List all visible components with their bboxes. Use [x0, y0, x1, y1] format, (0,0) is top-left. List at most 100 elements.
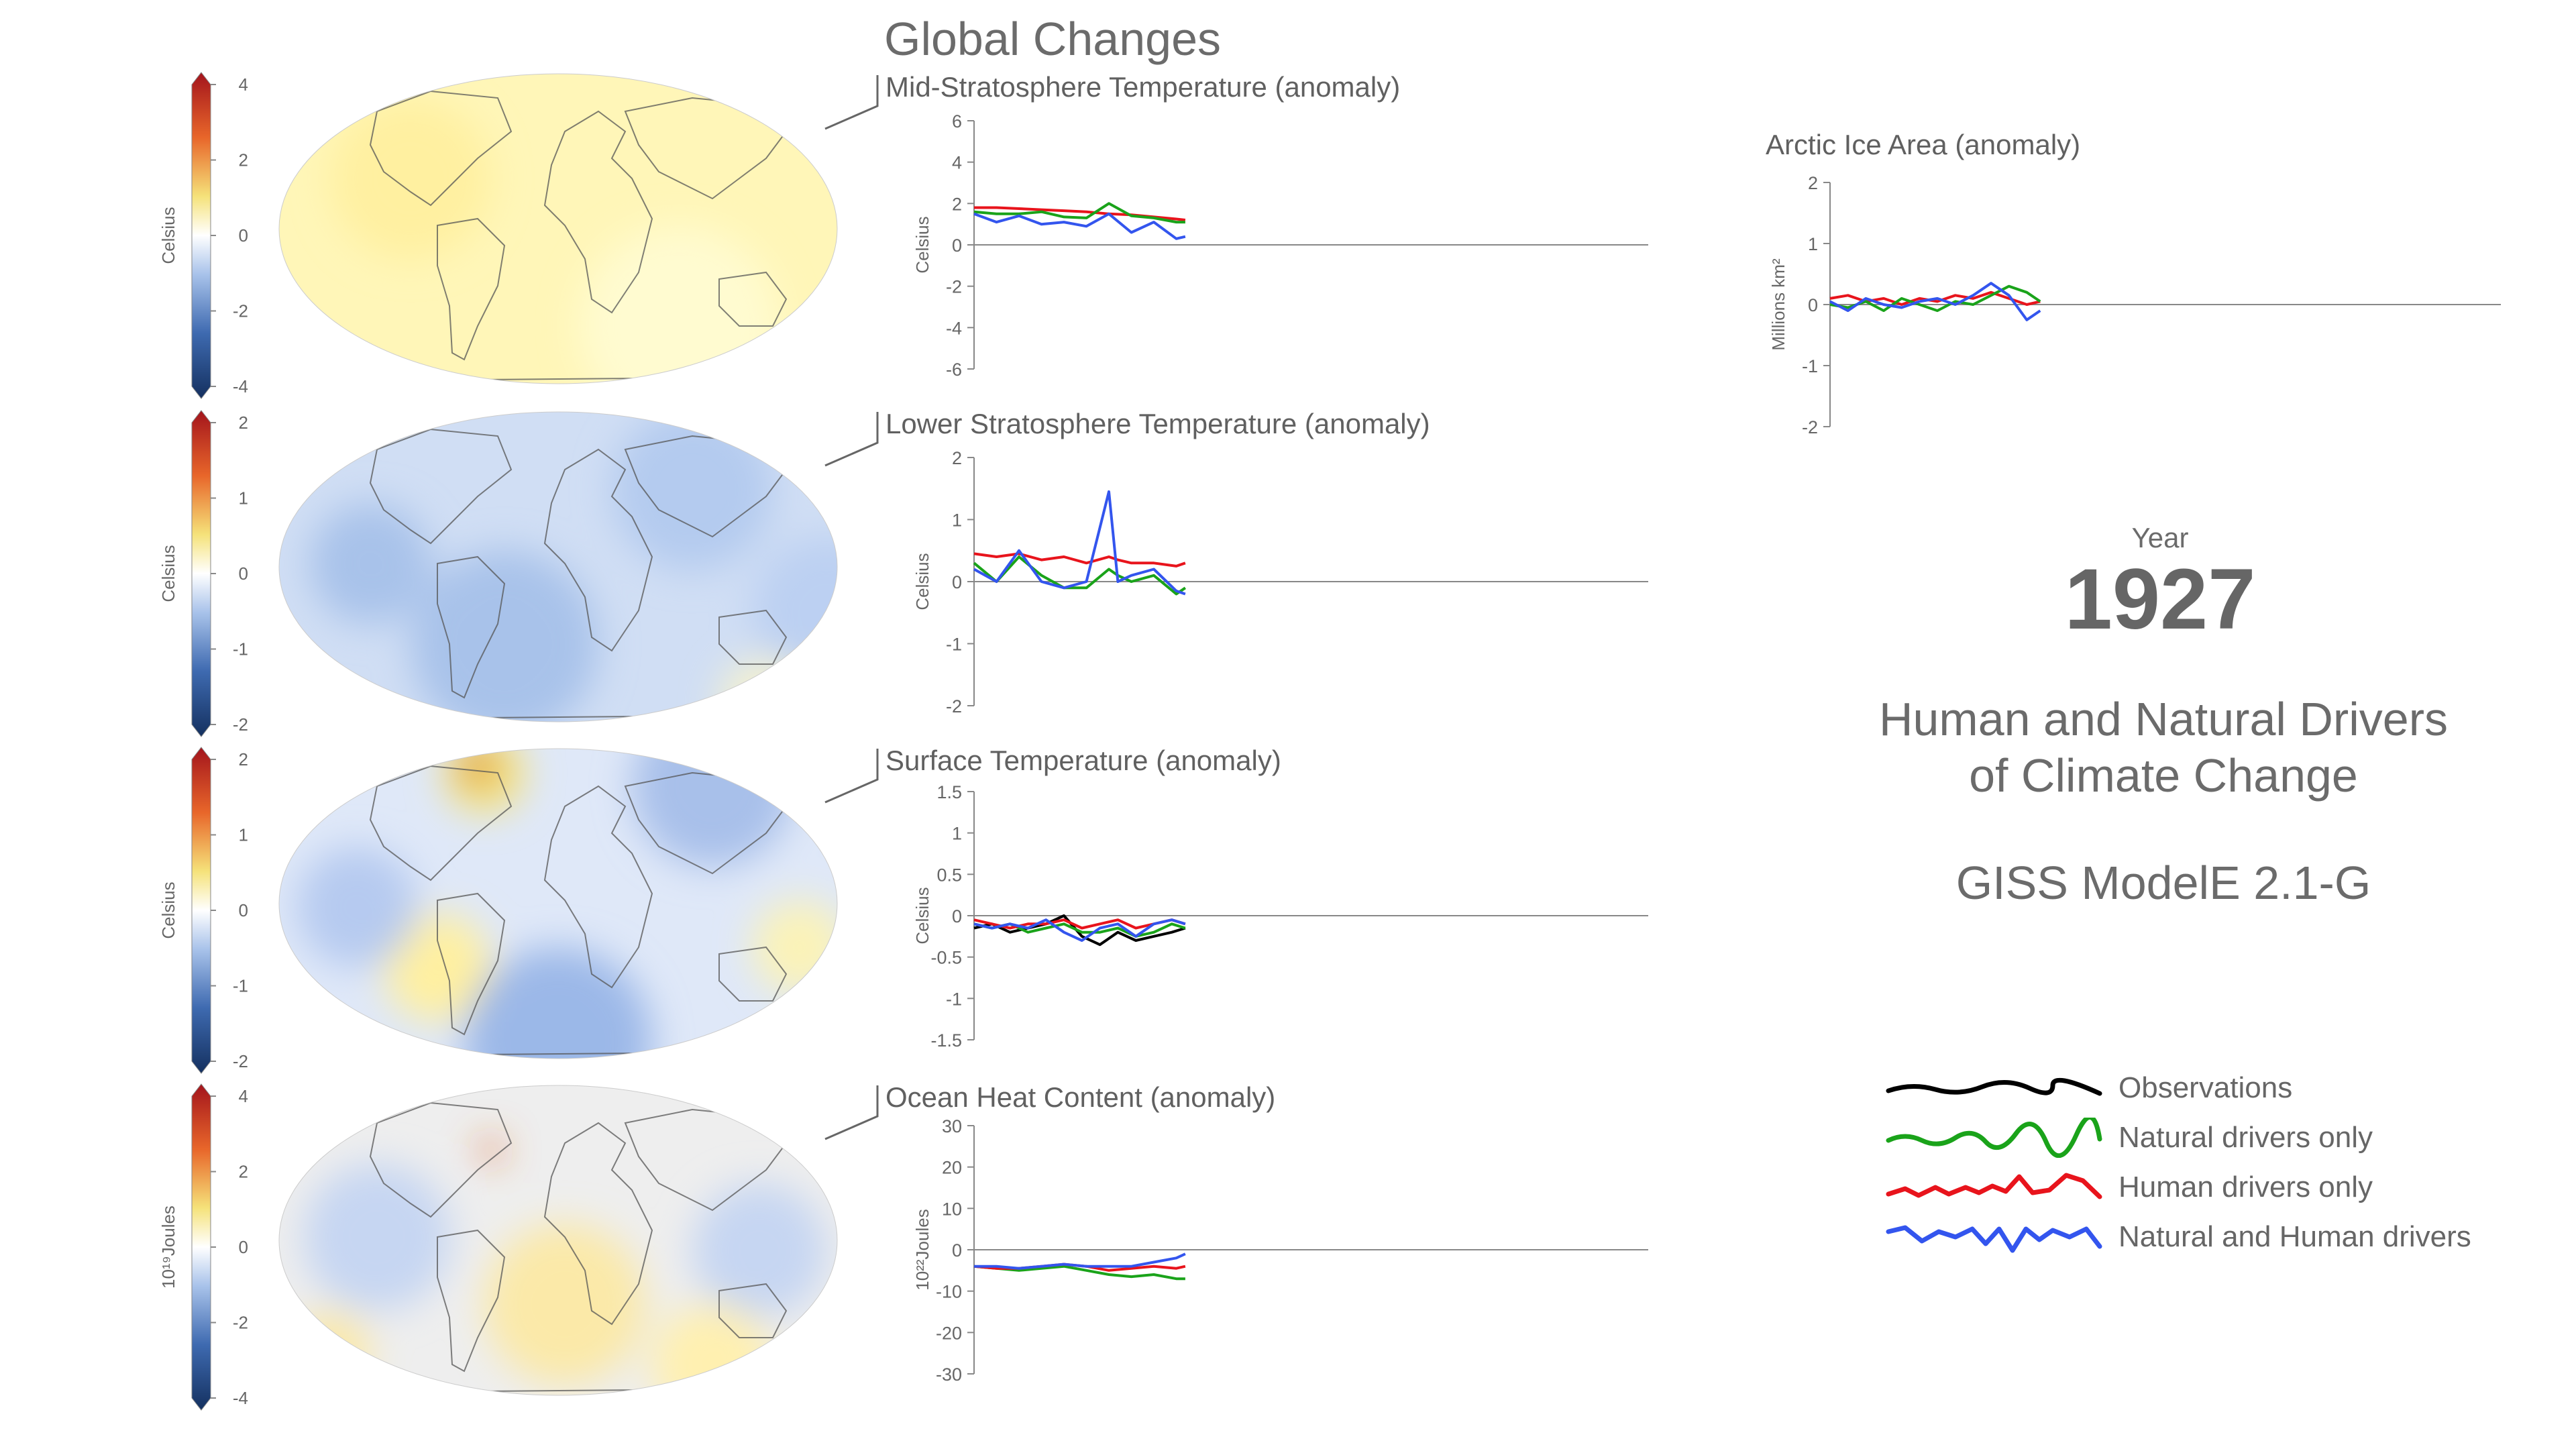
chart-5: 2 1 0 -1 -2 Millions km² [1768, 173, 2501, 437]
model-name: GISS ModelE 2.1-G [1955, 857, 2371, 909]
y-tick-label: 0.5 [936, 865, 962, 885]
colorbar-1: Celsius 4 2 0 -2 -4 [158, 72, 248, 399]
y-axis-label: Celsius [912, 216, 932, 273]
colorbar-label: Celsius [158, 207, 178, 264]
y-tick-label: 0 [952, 906, 962, 926]
y-axis-label: Celsius [912, 553, 932, 610]
y-tick-label: -2 [946, 696, 962, 716]
chart-title: Mid-Stratosphere Temperature (anomaly) [885, 71, 1401, 103]
legend-swatch-human [1886, 1173, 2102, 1199]
y-tick-label: 1.5 [936, 782, 962, 802]
colorbar-tick: -2 [233, 1313, 248, 1333]
y-tick-label: -4 [946, 318, 962, 338]
chart-3: 1.5 1 0.5 0 -0.5 -1 -1.5 Celsius [912, 782, 1648, 1051]
chart-1: 6 4 2 0 -2 -4 -6 Celsius [912, 111, 1648, 380]
y-tick-label: -10 [936, 1282, 962, 1302]
series-line-natural-drivers-only [973, 1265, 1185, 1281]
legend-swatch-natural-and-human [1886, 1225, 2102, 1253]
map-connector [824, 412, 879, 467]
y-tick-label: 0 [1808, 295, 1818, 315]
year-value: 1927 [2064, 551, 2256, 647]
drivers-title-line2: of Climate Change [1969, 749, 2358, 802]
y-tick-label: 30 [942, 1116, 962, 1136]
map-mid-stratosphere [278, 73, 838, 384]
legend-label-observations: Observations [2118, 1071, 2293, 1104]
legend-item-observations: Observations [1885, 1068, 2292, 1108]
legend-swatch-observations [1886, 1077, 2102, 1096]
series-line-natural-and-human-drivers [973, 918, 1186, 942]
colorbar-tick: -4 [233, 376, 248, 396]
y-tick-label: 0 [952, 235, 962, 256]
series-line-natural-and-human-drivers [973, 490, 1186, 596]
chart-title: Lower Stratosphere Temperature (anomaly) [885, 408, 1430, 439]
y-axis-label: 10²²Joules [912, 1209, 932, 1290]
colorbar-tick: -2 [233, 301, 248, 321]
page-title: Global Changes [884, 13, 1221, 65]
chart-title: Surface Temperature (anomaly) [885, 745, 1281, 776]
colorbar-tick: -1 [233, 639, 248, 659]
y-tick-label: 20 [942, 1158, 962, 1178]
y-tick-label: 1 [1808, 234, 1818, 254]
y-axis-label: Celsius [912, 887, 932, 944]
y-axis-label: Millions km² [1768, 258, 1788, 351]
legend-item-natural-and-human: Natural and Human drivers [1885, 1217, 2471, 1257]
legend-label-natural-and-human: Natural and Human drivers [2118, 1220, 2471, 1253]
y-tick-label: -20 [936, 1323, 962, 1343]
y-tick-label: 1 [952, 824, 962, 844]
y-tick-label: 2 [952, 448, 962, 468]
y-tick-label: -1 [946, 635, 962, 655]
colorbar-tick: 4 [239, 1086, 248, 1106]
colorbar-4: 10¹⁹Joules 4 2 0 -2 -4 [158, 1083, 248, 1411]
colorbar-tick: -2 [233, 1051, 248, 1071]
colorbar-3: Celsius 2 1 0 -1 -2 [158, 747, 248, 1074]
drivers-title: Human and Natural Drivers of Climate Cha… [1811, 691, 2516, 804]
colorbar-tick: 1 [239, 488, 248, 508]
legend-label-human: Human drivers only [2118, 1171, 2373, 1203]
legend-item-human: Human drivers only [1885, 1167, 2373, 1208]
series-line-natural-drivers-only [1829, 284, 2041, 313]
drivers-title-line1: Human and Natural Drivers [1878, 693, 2449, 745]
colorbar-tick: 2 [239, 150, 248, 170]
series-line-observations [973, 914, 1186, 947]
colorbar-tick: 4 [239, 74, 248, 95]
series-line-natural-drivers-only [973, 555, 1187, 596]
colorbar-tick: 2 [239, 749, 248, 769]
map-connector [824, 1085, 879, 1140]
y-tick-label: -2 [946, 277, 962, 297]
y-tick-label: 2 [952, 194, 962, 214]
series-line-natural-and-human-drivers [973, 212, 1186, 240]
colorbar-tick: 0 [239, 225, 248, 246]
chart-4: 30 20 10 0 -10 -20 -30 10²²Joules [912, 1116, 1648, 1385]
colorbar-label: Celsius [158, 881, 178, 938]
y-tick-label: -1.5 [930, 1030, 962, 1051]
y-tick-label: 4 [952, 153, 962, 173]
map-lower-stratosphere [278, 411, 838, 722]
colorbar-tick: 0 [239, 564, 248, 584]
legend-swatch-natural [1886, 1118, 2102, 1158]
map-ocean-heat [278, 1085, 838, 1396]
map-connector [824, 749, 879, 804]
chart-title: Ocean Heat Content (anomaly) [885, 1081, 1276, 1113]
y-tick-label: 2 [1808, 173, 1818, 193]
year-label: Year [2131, 522, 2189, 553]
y-tick-label: -2 [1802, 417, 1818, 437]
chart-2: 2 1 0 -1 -2 Celsius [912, 448, 1648, 716]
y-tick-label: 1 [952, 511, 962, 531]
series-line-natural-and-human-drivers [1829, 282, 2041, 321]
legend-label-natural: Natural drivers only [2118, 1121, 2373, 1154]
y-tick-label: 0 [952, 572, 962, 592]
y-tick-label: 0 [952, 1240, 962, 1260]
y-tick-label: -1 [1802, 356, 1818, 376]
y-tick-label: -1 [946, 989, 962, 1009]
series-line-natural-drivers-only [973, 202, 1185, 224]
y-tick-label: 10 [942, 1199, 962, 1219]
y-tick-label: -6 [946, 360, 962, 380]
colorbar-2: Celsius 2 1 0 -1 -2 [158, 410, 248, 737]
colorbar-tick: 0 [239, 900, 248, 920]
y-tick-label: 6 [952, 111, 962, 131]
colorbar-tick: -2 [233, 714, 248, 735]
series-line-human-drivers-only [974, 206, 1186, 221]
series-line-natural-and-human-drivers [974, 1252, 1186, 1270]
colorbar-tick: 0 [239, 1237, 248, 1257]
colorbar-tick: 2 [239, 1162, 248, 1182]
